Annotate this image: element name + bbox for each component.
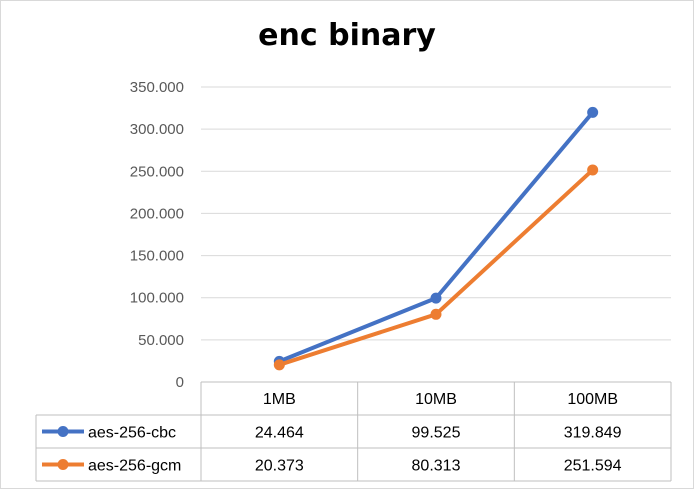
legend-key-marker bbox=[57, 459, 69, 470]
y-tick-label: 200.000 bbox=[130, 205, 184, 222]
data-point bbox=[430, 292, 442, 304]
y-tick-label: 150.000 bbox=[130, 248, 184, 265]
data-label: 319.849 bbox=[564, 425, 622, 442]
series-line bbox=[277, 110, 595, 364]
y-tick-label: 350.000 bbox=[130, 79, 184, 96]
series-line bbox=[277, 167, 595, 367]
series-name: aes-256-cbc bbox=[88, 425, 176, 442]
category-label: 10MB bbox=[415, 391, 457, 408]
legend-key-marker bbox=[57, 426, 69, 437]
y-tick-label: 100.000 bbox=[130, 290, 184, 307]
y-tick-label: 250.000 bbox=[130, 163, 184, 180]
gridlines bbox=[201, 86, 671, 341]
data-label: 24.464 bbox=[255, 425, 304, 442]
data-label: 20.373 bbox=[255, 458, 304, 475]
y-tick-label: 50.000 bbox=[138, 332, 184, 349]
data-label: 99.525 bbox=[412, 425, 461, 442]
y-tick-label: 0 bbox=[176, 374, 184, 391]
series-name: aes-256-gcm bbox=[88, 458, 181, 475]
data-point bbox=[587, 164, 599, 176]
series-lines bbox=[273, 106, 599, 371]
y-axis-ticks: 0 50.000 100.000 150.000 200.000 250.000 300.0… bbox=[130, 79, 184, 391]
data-table: 1MB 10MB 100MB aes-256-cbc 24.464 99.525 319.8… bbox=[35, 381, 672, 482]
data-point bbox=[430, 308, 442, 320]
y-tick-label: 300.000 bbox=[130, 121, 184, 138]
chart-title: enc binary bbox=[258, 18, 436, 53]
data-label: 251.594 bbox=[564, 458, 622, 475]
category-label: 100MB bbox=[567, 391, 618, 408]
data-point bbox=[273, 359, 285, 371]
data-label: 80.313 bbox=[412, 458, 461, 475]
data-point bbox=[587, 106, 599, 118]
category-label: 1MB bbox=[263, 391, 296, 408]
